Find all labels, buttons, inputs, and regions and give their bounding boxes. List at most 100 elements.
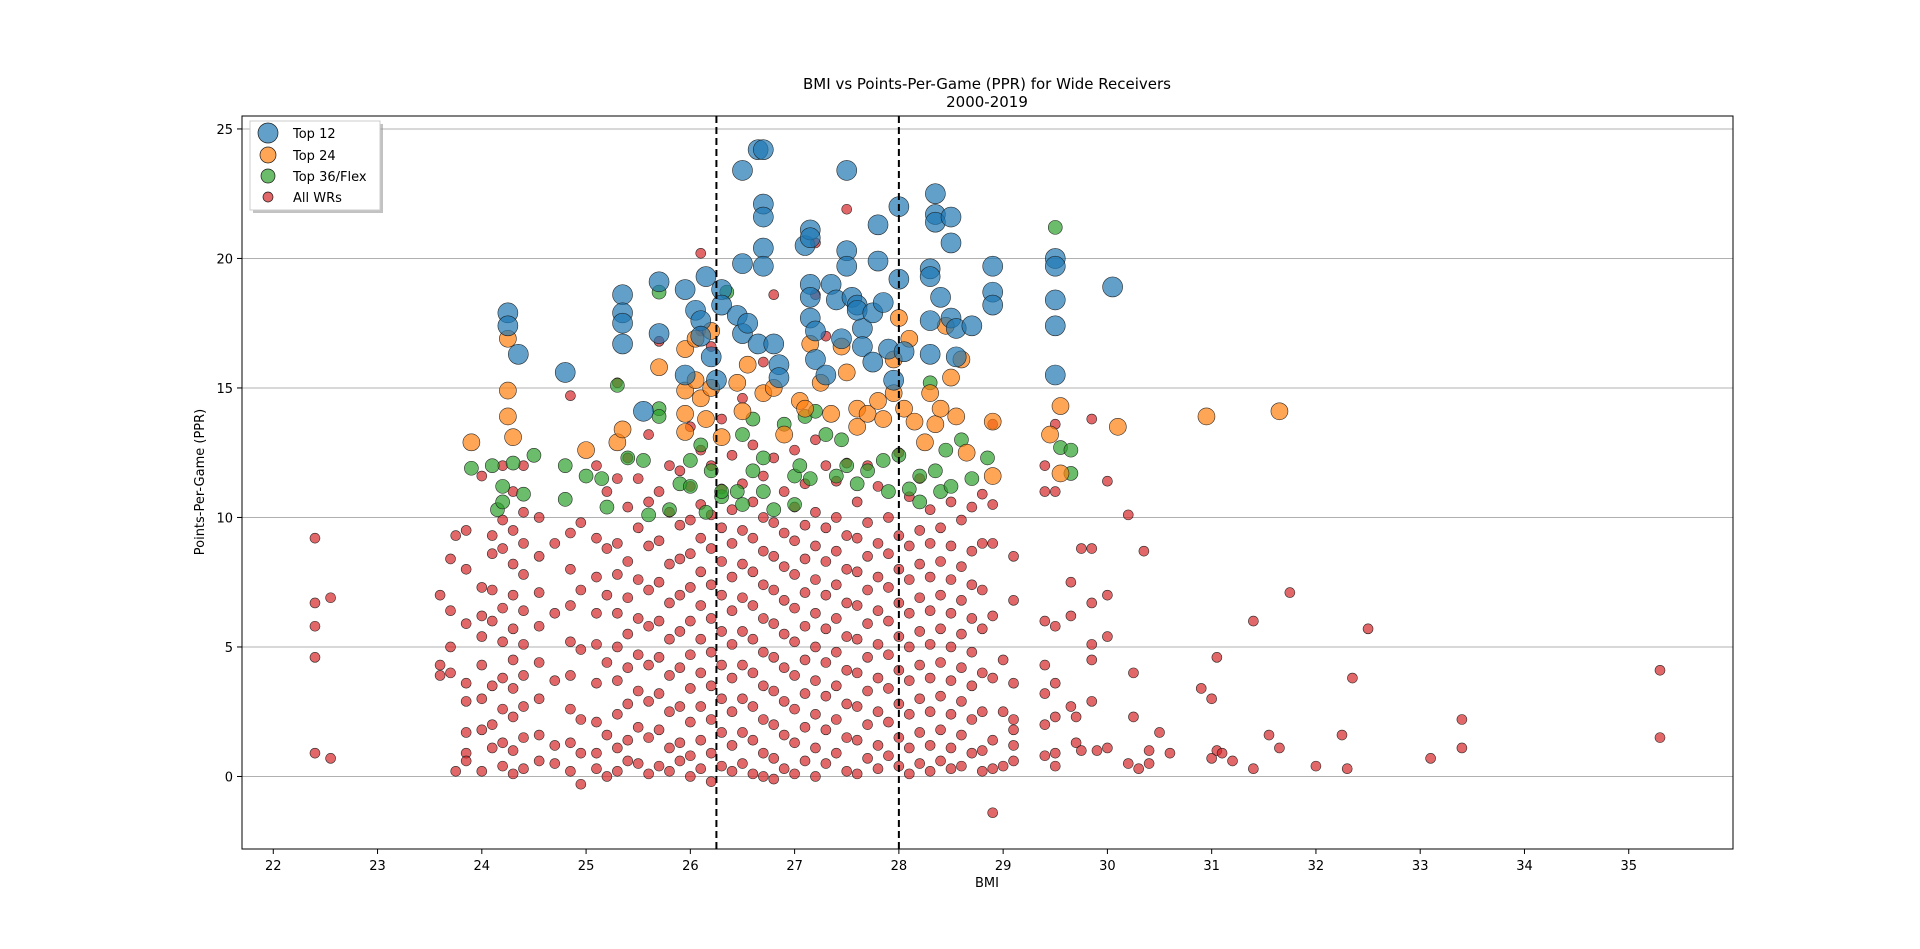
data-point [507, 623, 519, 635]
data-point [620, 450, 636, 466]
data-point [872, 639, 884, 650]
data-point [756, 484, 771, 499]
data-point [935, 755, 946, 767]
data-point [653, 688, 665, 699]
data-point [648, 271, 670, 293]
series-all-wrs [309, 203, 1666, 819]
data-point [902, 481, 917, 497]
legend-marker-top-24 [259, 146, 277, 164]
data-point [1049, 760, 1061, 772]
data-point [674, 364, 696, 386]
data-point [851, 496, 863, 508]
data-point [460, 727, 472, 738]
data-point [1086, 639, 1098, 650]
data-point [460, 755, 472, 767]
data-point [613, 420, 632, 439]
data-point [1347, 672, 1358, 684]
legend-label-top-12: Top 12 [292, 127, 336, 142]
data-point [632, 522, 644, 534]
data-point [1076, 543, 1087, 554]
data-point [737, 659, 748, 671]
data-point [518, 639, 529, 650]
data-point [565, 765, 576, 777]
data-point [851, 600, 863, 611]
data-point [664, 706, 675, 718]
data-point [912, 468, 928, 484]
data-point [1039, 659, 1051, 671]
data-point [518, 605, 529, 617]
data-point [445, 641, 456, 653]
data-point [1128, 667, 1139, 679]
data-point [601, 771, 613, 782]
data-point [612, 284, 633, 306]
data-point [726, 450, 738, 461]
data-point [518, 506, 529, 518]
data-point [1274, 742, 1285, 754]
data-point [851, 566, 863, 578]
data-point [810, 641, 821, 653]
y-tick-label: 10 [216, 511, 233, 526]
x-tick-label: 32 [1308, 859, 1325, 874]
data-point [810, 608, 821, 619]
data-point [612, 473, 623, 484]
data-point [862, 618, 873, 629]
data-point [945, 574, 957, 585]
data-point [841, 597, 853, 609]
data-point [648, 323, 670, 344]
data-point [632, 758, 644, 769]
data-point [758, 747, 769, 759]
data-point [601, 589, 613, 601]
data-point [841, 664, 853, 676]
data-point [1039, 615, 1051, 627]
data-point [1102, 475, 1113, 487]
data-point [799, 519, 811, 531]
data-point [942, 368, 960, 387]
data-point [622, 628, 634, 640]
data-point [778, 595, 790, 606]
data-point [778, 763, 790, 775]
data-point [737, 558, 748, 570]
data-point [753, 255, 774, 277]
data-point [831, 545, 842, 557]
grid-lines [242, 128, 1733, 777]
data-point [914, 659, 926, 671]
data-point [768, 517, 780, 528]
data-point [831, 680, 842, 692]
data-point [685, 716, 696, 728]
data-point [1102, 742, 1113, 754]
data-point [507, 683, 519, 694]
data-point [1197, 407, 1216, 426]
data-point [507, 589, 519, 601]
data-point [1456, 714, 1468, 725]
data-point [674, 662, 686, 673]
data-point [945, 675, 957, 686]
data-point [612, 333, 633, 355]
data-point [768, 289, 780, 301]
data-point [756, 450, 771, 466]
data-point [799, 553, 811, 565]
data-point [714, 484, 729, 499]
data-point [836, 160, 858, 181]
data-point [518, 538, 529, 549]
data-point [533, 729, 545, 741]
data-point [1008, 595, 1019, 606]
data-point [1211, 652, 1223, 663]
data-point [737, 525, 748, 536]
data-point [810, 434, 821, 446]
data-point [565, 737, 576, 749]
data-point [1654, 664, 1666, 676]
data-point [476, 693, 488, 705]
data-point [601, 543, 613, 554]
data-point [575, 747, 587, 759]
data-point [839, 458, 855, 473]
data-point [851, 768, 863, 780]
data-point [745, 463, 761, 479]
data-point [643, 496, 654, 508]
data-point [883, 716, 894, 728]
data-point [851, 633, 863, 645]
data-point [591, 747, 602, 759]
data-point [883, 615, 894, 627]
data-point [831, 747, 842, 759]
data-point [716, 589, 727, 601]
data-point [1102, 589, 1113, 601]
